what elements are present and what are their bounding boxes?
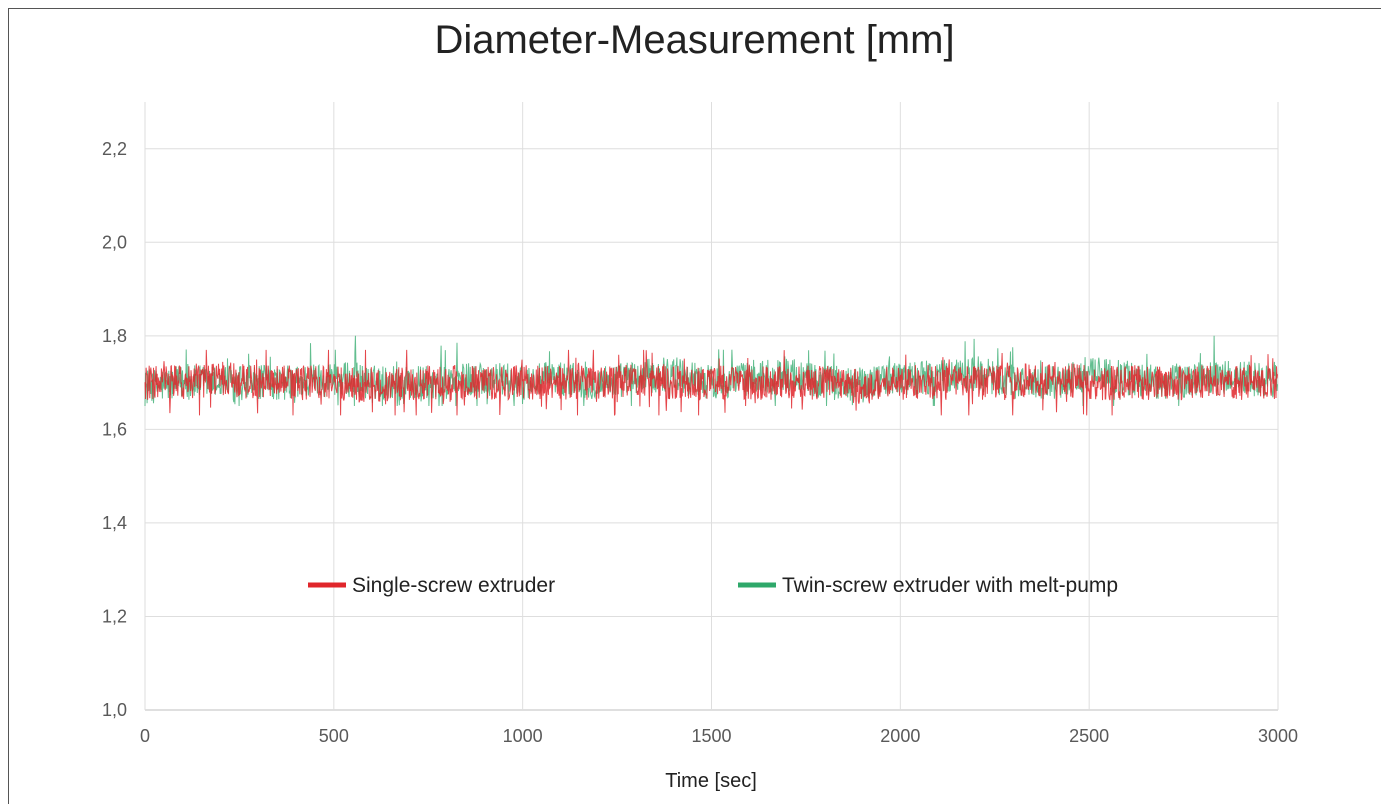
x-tick-label: 0	[140, 726, 150, 746]
x-tick-label: 1500	[691, 726, 731, 746]
x-tick-label: 1000	[503, 726, 543, 746]
legend-label: Single-screw extruder	[352, 574, 555, 597]
legend: Single-screw extruder Twin-screw extruder…	[308, 574, 1118, 597]
data-series	[144, 335, 1278, 416]
x-tick-label: 3000	[1258, 726, 1298, 746]
y-tick-label: 2,2	[102, 139, 127, 159]
y-tick-label: 1,6	[102, 419, 127, 439]
y-tick-label: 2,0	[102, 232, 127, 252]
grid-lines	[144, 102, 1279, 711]
chart-frame	[8, 8, 1381, 804]
legend-label: Twin-screw extruder with melt-pump	[782, 574, 1118, 597]
y-tick-label: 1,8	[102, 326, 127, 346]
series-line-twin-screw	[144, 335, 1278, 407]
y-tick-label: 1,0	[102, 700, 127, 720]
x-tick-label: 2500	[1069, 726, 1109, 746]
x-tick-label: 2000	[880, 726, 920, 746]
chart-title: Diameter-Measurement [mm]	[434, 18, 955, 62]
x-tick-label: 500	[319, 726, 349, 746]
y-tick-label: 1,2	[102, 606, 127, 626]
x-axis-title: Time [sec]	[665, 770, 757, 792]
series-line-single-screw	[144, 349, 1278, 416]
y-tick-label: 1,4	[102, 513, 127, 533]
axis-ticks: 1,0 1,2 1,4 1,6 1,8 2,0 2,2 0 500 1000 1500 2000 250…	[102, 139, 1298, 746]
